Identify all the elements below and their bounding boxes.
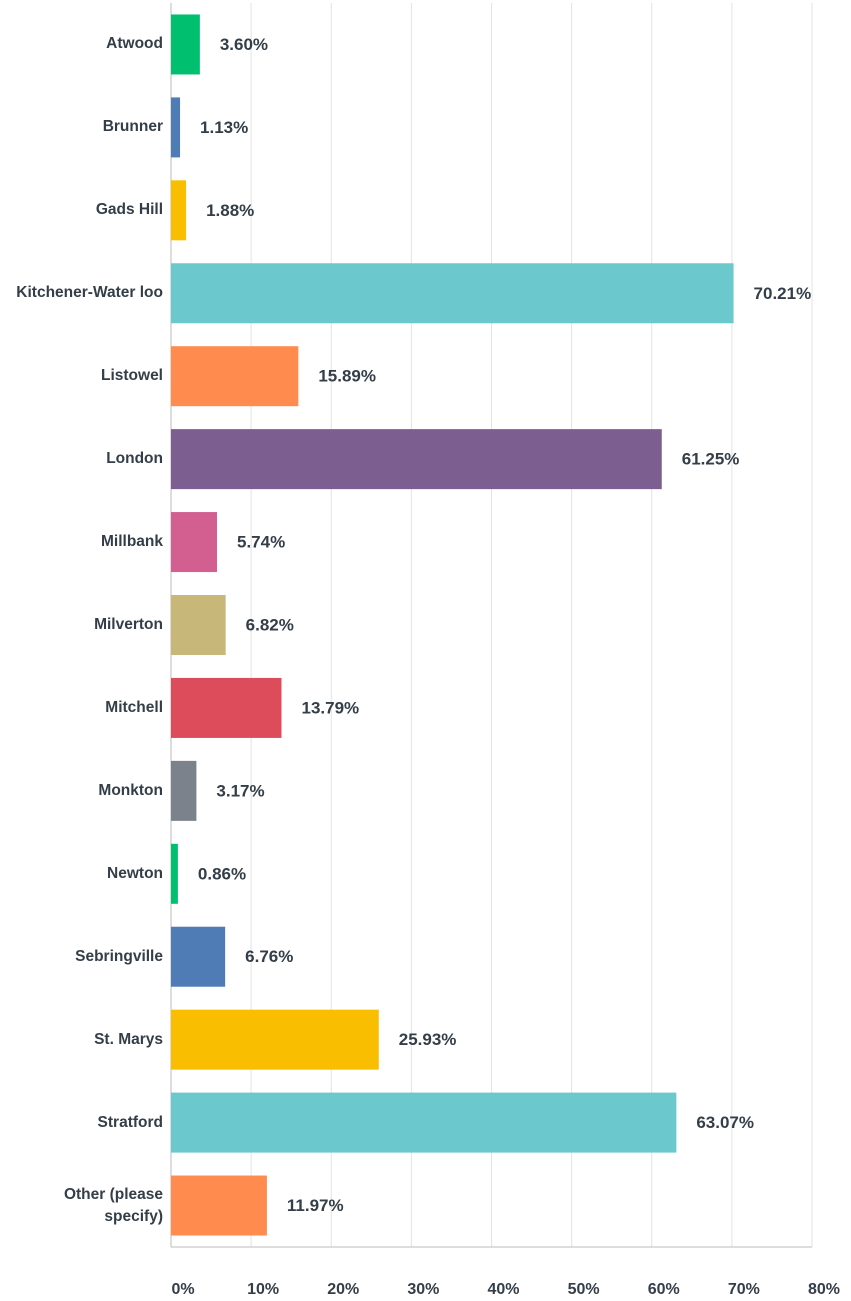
category-label: Millbank — [100, 533, 163, 551]
bar — [171, 97, 181, 158]
x-tick-label: 0% — [171, 1281, 194, 1298]
category-label: Gads Hill — [95, 201, 163, 219]
bar — [171, 760, 197, 821]
category-label: Monkton — [98, 781, 163, 799]
bar — [171, 1092, 677, 1153]
bar — [171, 1009, 379, 1070]
category-label: Other (please specify) — [63, 1185, 163, 1225]
value-label: 1.13% — [200, 118, 248, 137]
bar — [171, 512, 217, 573]
value-label: 3.60% — [220, 35, 268, 54]
bar — [171, 843, 178, 904]
bar — [171, 677, 282, 738]
value-label: 6.76% — [245, 947, 293, 966]
value-label: 63.07% — [696, 1113, 754, 1132]
value-label: 13.79% — [301, 698, 359, 717]
x-tick-label: 60% — [648, 1281, 680, 1298]
value-label: 5.74% — [237, 533, 285, 552]
value-label: 6.82% — [246, 615, 294, 634]
value-label: 1.88% — [206, 201, 254, 220]
x-tick-label: 80% — [808, 1281, 840, 1298]
bar — [171, 926, 226, 987]
value-label: 15.89% — [318, 367, 376, 386]
bar — [171, 14, 200, 75]
x-tick-label: 10% — [247, 1281, 279, 1298]
bar — [171, 429, 662, 490]
value-label: 0.86% — [198, 864, 246, 883]
category-label: Kitchener-Water loo — [16, 284, 163, 302]
bar — [171, 263, 734, 324]
x-tick-label: 30% — [407, 1281, 439, 1298]
bar — [171, 346, 299, 407]
category-label: Stratford — [97, 1113, 163, 1131]
value-label: 61.25% — [682, 450, 740, 469]
category-label: Newton — [107, 864, 163, 882]
bar — [171, 180, 187, 241]
value-label: 25.93% — [399, 1030, 457, 1049]
value-label: 11.97% — [287, 1196, 344, 1215]
category-label: Sebringville — [75, 947, 163, 965]
x-tick-label: 70% — [728, 1281, 760, 1298]
value-label: 70.21% — [754, 284, 812, 303]
category-label: St. Marys — [94, 1030, 163, 1048]
category-label: Atwood — [106, 35, 163, 53]
category-label: Listowel — [100, 367, 163, 385]
x-tick-label: 40% — [487, 1281, 519, 1298]
bar — [171, 1175, 267, 1236]
category-label: Brunner — [102, 118, 163, 136]
value-label: 3.17% — [216, 781, 264, 800]
x-tick-label: 20% — [327, 1281, 359, 1298]
category-label: London — [106, 450, 163, 468]
category-label: Milverton — [94, 616, 163, 633]
bar — [171, 595, 226, 655]
category-label: Mitchell — [105, 698, 163, 716]
x-tick-label: 50% — [568, 1281, 600, 1298]
